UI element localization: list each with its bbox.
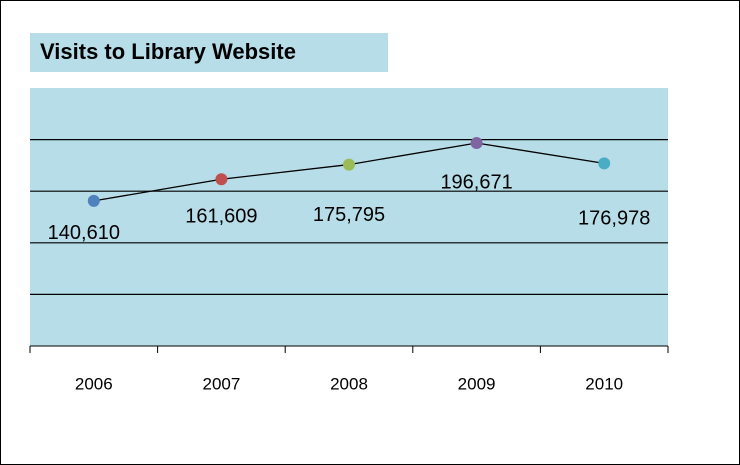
chart-title: Visits to Library Website (40, 39, 296, 64)
marker (87, 194, 100, 207)
x-tick-label: 2009 (458, 374, 496, 393)
data-label: 196,671 (440, 171, 512, 193)
marker (343, 158, 355, 171)
data-label: 175,795 (313, 204, 385, 226)
marker (215, 173, 228, 186)
data-label: 140,610 (48, 222, 120, 244)
marker (470, 137, 483, 150)
x-tick-label: 2010 (585, 374, 623, 393)
x-tick-label: 2007 (202, 374, 240, 393)
marker (598, 157, 611, 170)
x-tick-label: 2008 (330, 374, 368, 393)
title-box (30, 33, 388, 72)
data-label: 161,609 (185, 206, 257, 228)
plot-area (30, 88, 668, 346)
x-tick-label: 2006 (75, 374, 113, 393)
data-label: 176,978 (578, 208, 650, 230)
